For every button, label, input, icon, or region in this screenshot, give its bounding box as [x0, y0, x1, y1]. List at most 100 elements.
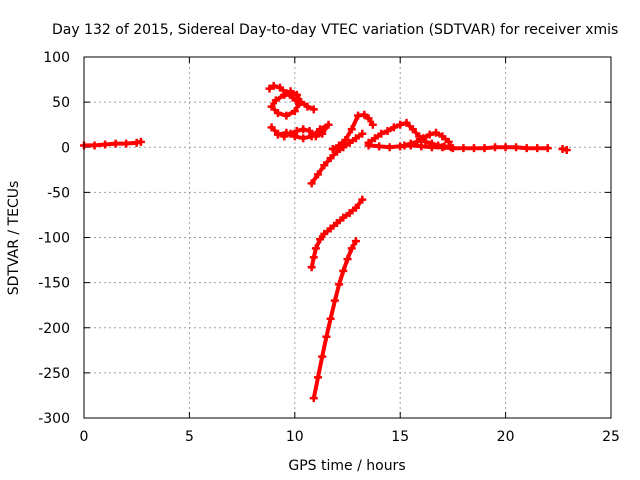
series-rise-to-zero: [307, 129, 367, 188]
data-point: [364, 114, 373, 123]
x-tick-label: 0: [80, 429, 89, 445]
data-point: [307, 263, 316, 272]
data-point: [269, 81, 278, 90]
data-point: [522, 144, 531, 153]
data-point: [491, 143, 500, 152]
data-point: [292, 90, 301, 99]
data-point: [136, 137, 145, 146]
data-point: [339, 266, 348, 275]
data-point: [311, 244, 320, 253]
ticks-layer: 0 5 10 15 20 25 100 50 0 -50 -100 -150 -200 -250 -300: [38, 50, 620, 445]
data-point: [265, 84, 274, 93]
data-point: [320, 161, 329, 170]
data-point: [533, 144, 542, 153]
data-point: [316, 125, 325, 134]
data-point: [292, 127, 301, 136]
chart-title: Day 132 of 2015, Sidereal Day-to-day VTE…: [52, 22, 618, 38]
data-point: [290, 107, 299, 116]
series-curve-mid: [307, 195, 367, 272]
data-point: [335, 280, 344, 289]
data-point: [316, 235, 325, 244]
y-tick-label: -200: [38, 321, 70, 337]
data-point: [383, 127, 392, 136]
data-point: [343, 255, 352, 264]
x-tick-label: 10: [286, 429, 304, 445]
data-point: [271, 96, 280, 105]
data-point: [297, 98, 306, 107]
data-point: [322, 332, 331, 341]
series-line: [366, 143, 550, 151]
series-end-point: [558, 145, 571, 154]
data-point: [299, 134, 308, 143]
data-point: [345, 209, 354, 218]
data-point: [438, 132, 447, 141]
y-tick-label: -50: [47, 185, 70, 201]
data-point: [324, 120, 333, 129]
y-tick-label: 0: [61, 140, 70, 156]
plot-frame: [83, 56, 612, 419]
data-point: [341, 136, 350, 145]
data-point: [512, 143, 521, 152]
data-point: [425, 130, 434, 139]
data-point: [347, 125, 356, 134]
data-point: [111, 139, 120, 148]
data-point: [299, 125, 308, 134]
data-point: [406, 141, 415, 150]
grid-layer: [84, 57, 611, 418]
data-point: [358, 195, 367, 204]
data-point: [339, 213, 348, 222]
y-tick-label: -300: [38, 411, 70, 427]
y-tick-label: 50: [52, 95, 70, 111]
data-point: [309, 253, 318, 262]
y-tick-label: 100: [43, 50, 70, 66]
y-tick-label: -150: [38, 276, 70, 292]
series-line: [311, 239, 358, 401]
data-point: [347, 244, 356, 253]
data-point: [480, 144, 489, 153]
data-point: [432, 128, 441, 137]
data-point: [543, 144, 552, 153]
data-point: [469, 144, 478, 153]
data-point: [307, 179, 316, 188]
data-point: [313, 170, 322, 179]
series-loop-upper: [265, 81, 318, 120]
data-point: [335, 141, 344, 150]
data-point: [330, 296, 339, 305]
x-tick-label: 20: [497, 429, 515, 445]
data-point: [309, 394, 318, 403]
data-point: [282, 111, 291, 120]
data-point: [389, 123, 398, 132]
data-point: [396, 120, 405, 129]
series-steep-line: [309, 237, 360, 403]
data-point: [309, 105, 318, 114]
data-point: [364, 141, 373, 150]
data-point: [286, 87, 295, 96]
data-point: [290, 132, 299, 141]
data-point: [419, 134, 428, 143]
data-point: [267, 102, 276, 111]
data-point: [351, 134, 360, 143]
x-tick-label: 15: [391, 429, 409, 445]
data-point: [417, 142, 426, 151]
data-point: [408, 125, 417, 134]
series-early-flat: [80, 137, 145, 150]
data-point: [351, 203, 360, 212]
data-point: [90, 141, 99, 150]
x-axis-label: GPS time / hours: [288, 458, 405, 474]
data-point: [326, 154, 335, 163]
data-point: [273, 130, 282, 139]
series-loop-lower: [267, 120, 333, 143]
data-point: [305, 127, 314, 136]
data-point: [345, 138, 354, 147]
data-layer: [80, 81, 571, 403]
data-point: [267, 123, 276, 132]
data-point: [307, 132, 316, 141]
data-point: [273, 108, 282, 117]
x-tick-label: 5: [185, 429, 194, 445]
data-point: [368, 120, 377, 129]
data-point: [375, 142, 384, 151]
data-point: [282, 128, 291, 137]
data-point: [280, 90, 289, 99]
data-point: [396, 142, 405, 151]
